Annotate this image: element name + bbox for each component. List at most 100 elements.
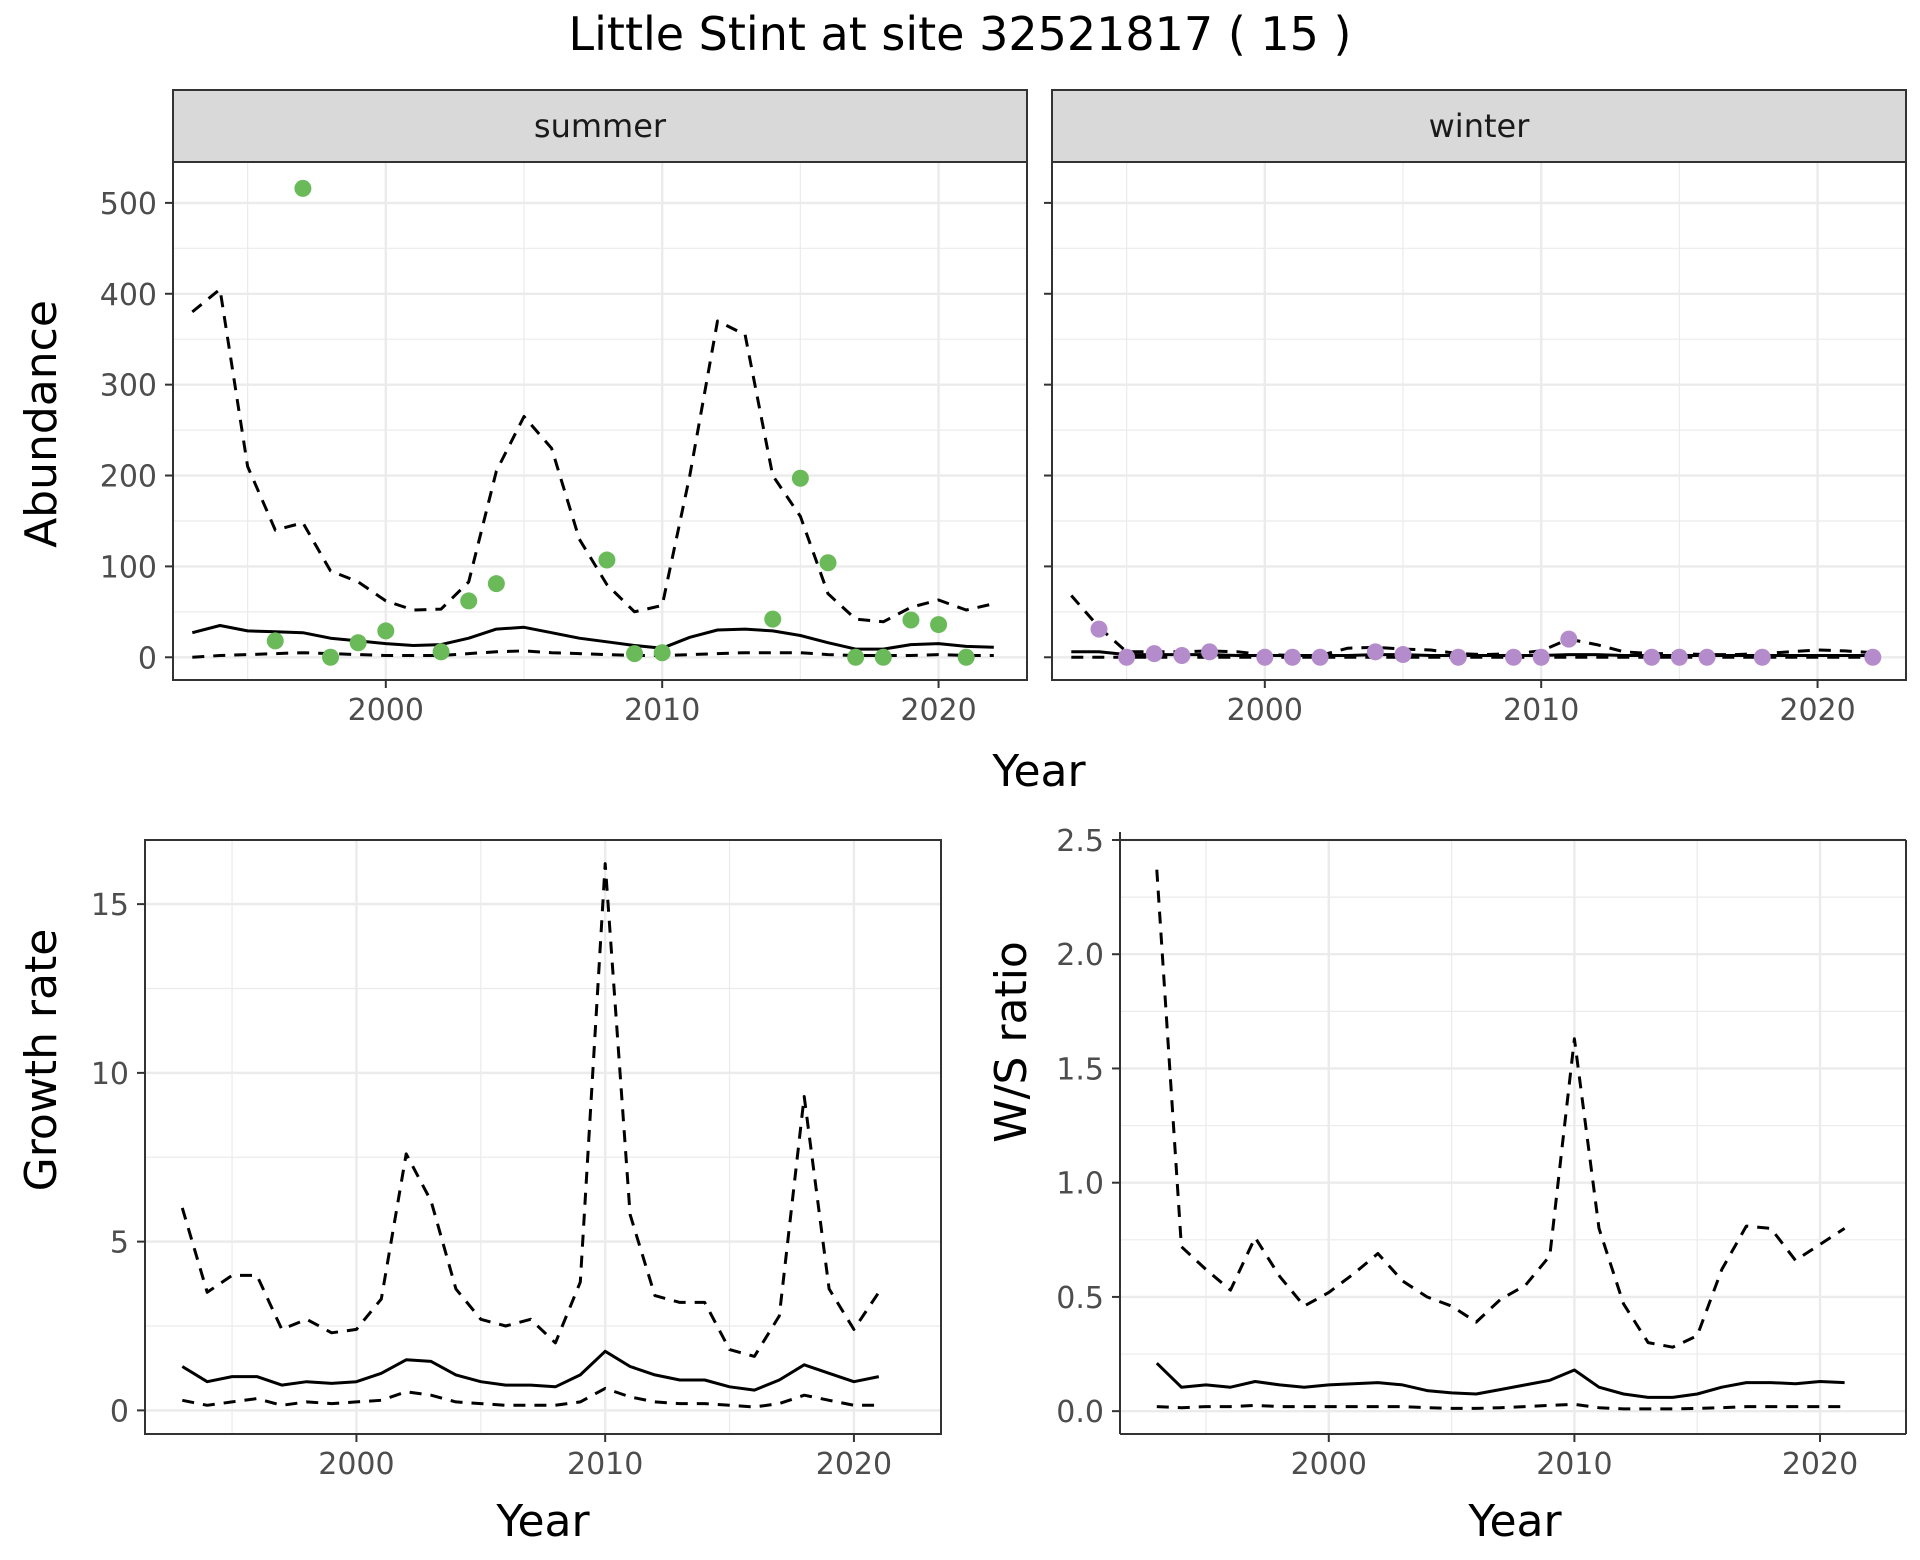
data-point: [902, 611, 920, 629]
growth-rate-panel: 2000 2010 2020 0 5 10 15: [91, 839, 942, 1482]
y-tick-label: 300: [100, 369, 157, 404]
x-tick-label: 2000: [1291, 1447, 1367, 1482]
data-point: [1118, 648, 1136, 666]
data-point: [1560, 630, 1578, 648]
data-point: [1145, 645, 1163, 663]
figure-title: Little Stint at site 32521817 ( 15 ): [569, 7, 1352, 61]
y-tick-label: 400: [100, 278, 157, 313]
growth-plot-area: 2000 2010 2020 0 5 10 15: [91, 839, 942, 1482]
growth-y-axis-title: Growth rate: [16, 929, 67, 1192]
series-line-mean: [181, 1349, 880, 1392]
series-line-mean: [1155, 1362, 1845, 1399]
y-tick-label: 1.5: [1056, 1052, 1104, 1087]
x-tick-label: 2000: [348, 693, 424, 728]
series-line-lower: [1156, 1402, 1845, 1411]
strip-winter-label: winter: [1429, 107, 1531, 145]
data-point: [1643, 648, 1661, 666]
data-point: [847, 648, 865, 666]
x-tick-label: 2010: [1503, 693, 1579, 728]
y-tick-label: 5: [110, 1226, 129, 1261]
data-point: [874, 648, 892, 666]
data-point: [294, 179, 312, 197]
data-point: [957, 648, 975, 666]
data-point: [598, 551, 616, 569]
y-tick-label: 1.0: [1056, 1167, 1104, 1202]
top-y-axis-title: Abundance: [16, 300, 67, 548]
data-point: [764, 610, 782, 628]
data-point: [460, 592, 478, 610]
strip-winter: [1051, 89, 1907, 163]
y-tick-label: 500: [100, 187, 157, 222]
panel-border: [144, 839, 942, 1435]
winter-plot-area: 2000 2010 2020: [1044, 161, 1907, 728]
ratio-x-axis-title: Year: [1467, 1496, 1562, 1547]
x-tick-label: 2020: [1779, 693, 1855, 728]
summer-panel: summer 2000 2010 2020 0 100 200 300 400 500: [100, 89, 1028, 728]
series-line-upper: [180, 862, 881, 1358]
data-point: [1670, 648, 1688, 666]
data-point: [266, 632, 284, 650]
data-point: [322, 648, 340, 666]
x-tick-label: 2020: [816, 1447, 892, 1482]
data-point: [1256, 648, 1274, 666]
winter-panel: winter 2000 2010 2020: [1044, 89, 1907, 728]
data-point: [1311, 648, 1329, 666]
data-point: [930, 616, 948, 634]
growth-x-axis-title: Year: [495, 1496, 590, 1547]
y-tick-label: 0: [110, 1394, 129, 1429]
x-tick-label: 2000: [1227, 693, 1303, 728]
data-point: [1283, 648, 1301, 666]
y-tick-label: 200: [100, 460, 157, 495]
y-tick-label: 100: [100, 550, 157, 585]
strip-summer: [172, 89, 1028, 163]
y-tick-label: 0.0: [1056, 1395, 1104, 1430]
panel-border: [1051, 161, 1907, 681]
y-tick-label: 0: [138, 641, 157, 676]
data-point: [487, 575, 505, 593]
data-point: [1394, 646, 1412, 664]
data-point: [432, 643, 450, 661]
data-point: [1864, 648, 1882, 666]
x-tick-label: 2020: [1782, 1447, 1858, 1482]
plot-background: [1120, 840, 1906, 1434]
y-tick-label: 2.0: [1056, 938, 1104, 973]
plot-background: [1052, 162, 1906, 680]
panel-border: [172, 161, 1028, 681]
data-point: [1532, 648, 1550, 666]
plot-background: [145, 840, 941, 1434]
data-point: [1366, 643, 1384, 661]
data-point: [1698, 648, 1716, 666]
data-point: [819, 554, 837, 572]
y-tick-label: 10: [91, 1057, 129, 1092]
data-point: [1753, 648, 1771, 666]
series-line-mean: [191, 624, 994, 651]
y-tick-label: 2.5: [1056, 824, 1104, 859]
plot-background: [173, 162, 1027, 680]
series-line-upper: [191, 287, 995, 624]
series-line-upper: [1155, 869, 1846, 1349]
data-point: [1173, 646, 1191, 664]
data-point: [1449, 648, 1467, 666]
ratio-plot-area: 2000 2010 2020 0.0 0.5 1.0 1.5 2.0 2.5: [1056, 824, 1907, 1482]
strip-summer-label: summer: [534, 107, 667, 145]
data-point: [1505, 648, 1523, 666]
x-tick-label: 2010: [624, 693, 700, 728]
ratio-y-axis-title: W/S ratio: [986, 941, 1037, 1143]
y-tick-label: 0.5: [1056, 1281, 1104, 1316]
data-point: [1201, 643, 1219, 661]
data-point: [791, 469, 809, 487]
x-tick-label: 2010: [567, 1447, 643, 1482]
summer-plot-area: 2000 2010 2020 0 100 200 300 400 500: [100, 161, 1028, 728]
data-point: [1090, 620, 1108, 638]
data-point: [349, 634, 367, 652]
data-point: [626, 645, 644, 663]
data-point: [653, 644, 671, 662]
data-point: [377, 622, 395, 640]
x-tick-label: 2000: [318, 1447, 394, 1482]
x-tick-label: 2010: [1536, 1447, 1612, 1482]
x-tick-label: 2020: [900, 693, 976, 728]
y-tick-label: 15: [91, 888, 129, 923]
ws-ratio-panel: 2000 2010 2020 0.0 0.5 1.0 1.5 2.0 2.5: [1056, 824, 1907, 1482]
top-x-axis-title: Year: [991, 746, 1086, 797]
